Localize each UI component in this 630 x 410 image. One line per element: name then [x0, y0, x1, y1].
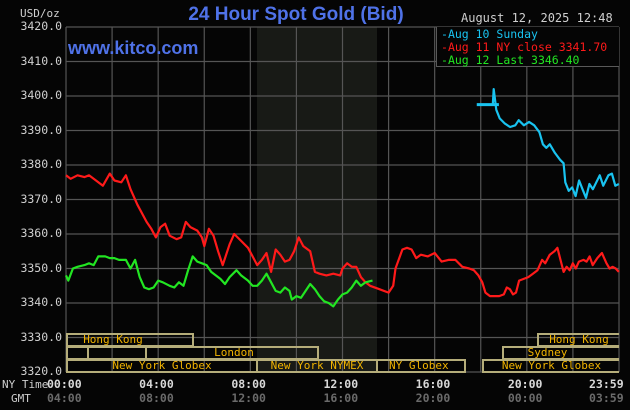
legend-item-aug12: ‑Aug 12 Last 3346.40 [441, 53, 580, 67]
y-tick-label: 3330.0 [20, 329, 62, 344]
series-line-0 [480, 87, 620, 199]
legend: ‑Aug 10 Sunday ‑Aug 11 NY close 3341.70 … [436, 27, 619, 67]
y-tick-label: 3370.0 [20, 191, 62, 206]
x-tick-ny: 12:00 [323, 377, 359, 391]
y-tick-label: 3360.0 [20, 226, 62, 240]
session-row2-b [87, 346, 147, 360]
x-tick-gmt: 00:00 [507, 391, 543, 405]
x-tick-ny: 20:00 [507, 377, 543, 391]
x-tick-gmt: 20:00 [415, 391, 451, 405]
x-tick-gmt: 12:00 [231, 391, 266, 405]
grid-lines [65, 26, 620, 373]
x-tick-ny: 04:00 [139, 377, 174, 391]
session-ny-globex: New York Globex [66, 359, 258, 373]
x-tick-gmt: 03:59 [589, 391, 624, 405]
y-tick-label: 3420.0 [20, 19, 62, 33]
legend-item-aug11: ‑Aug 11 NY close 3341.70 [441, 40, 608, 54]
series-line-1 [65, 172, 620, 298]
y-tick-label: 3380.0 [20, 157, 62, 171]
gmt-label: GMT [11, 392, 31, 405]
watermark: www.kitco.com [68, 38, 199, 58]
session-ny-globex-2: NY Globex [376, 359, 466, 373]
chart-title: 24 Hour Spot Gold (Bid) [188, 4, 404, 25]
ny-time-label: NY Time [2, 378, 49, 391]
session-london: London [145, 346, 319, 360]
x-tick-gmt: 08:00 [139, 391, 174, 405]
x-tick-gmt: 04:00 [47, 391, 82, 405]
session-hong-kong: Hong Kong [66, 333, 194, 347]
x-tick-ny: 16:00 [415, 377, 451, 391]
price-lines [64, 87, 620, 308]
session-ny-globex-3: New York Globex [482, 359, 619, 373]
series-line-2 [64, 255, 373, 308]
session-row2-a [66, 346, 89, 360]
x-tick-ny: 00:00 [47, 377, 82, 391]
session-hong-kong-late: Hong Kong [537, 333, 619, 347]
session-sydney: Sydney [502, 346, 619, 360]
timestamp: August 12, 2025 12:48 [461, 11, 613, 25]
y-axis-unit: USD/oz [20, 7, 60, 20]
x-tick-ny: 08:00 [231, 377, 266, 391]
y-tick-label: 3340.0 [20, 295, 62, 309]
y-tick-label: 3320.0 [20, 364, 62, 378]
y-tick-label: 3400.0 [20, 88, 62, 102]
x-tick-ny: 23:59 [589, 377, 624, 391]
y-tick-label: 3350.0 [20, 260, 62, 275]
y-tick-label: 3390.0 [20, 122, 62, 137]
session-ny-nymex: New York NYMEX [256, 359, 378, 373]
legend-item-aug10: ‑Aug 10 Sunday [441, 27, 538, 41]
x-tick-gmt: 16:00 [323, 391, 359, 405]
y-tick-label: 3410.0 [20, 53, 62, 68]
